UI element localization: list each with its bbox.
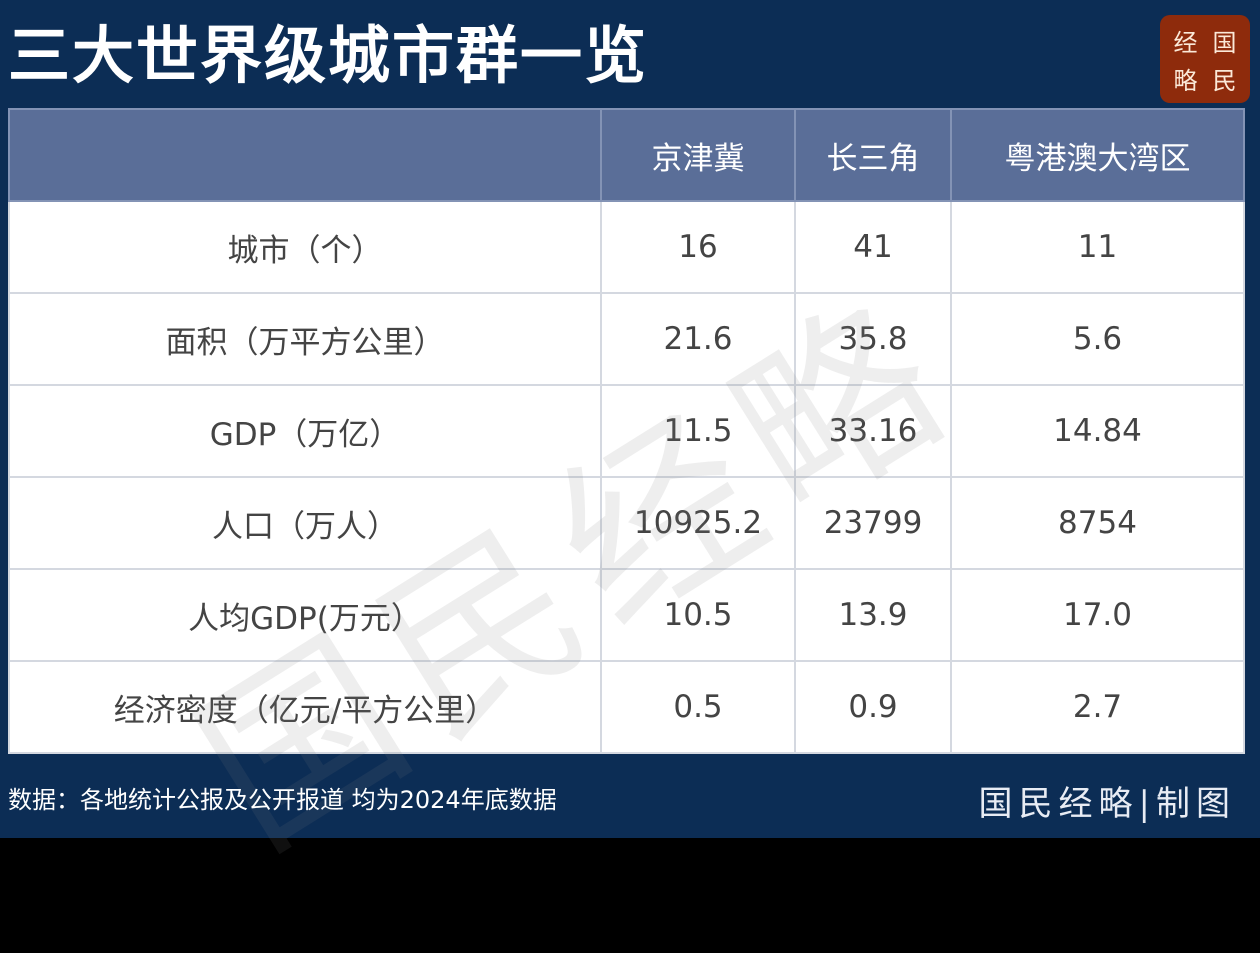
- row-label: GDP（万亿）: [8, 384, 602, 478]
- table-cell: 13.9: [794, 568, 952, 662]
- table-row: 面积（万平方公里） 21.6 35.8 5.6: [8, 292, 1245, 386]
- column-header: 粤港澳大湾区: [950, 108, 1245, 202]
- header-cell-empty: [8, 108, 602, 202]
- table-row: 人口（万人） 10925.2 23799 8754: [8, 476, 1245, 570]
- table-cell: 11.5: [600, 384, 796, 478]
- row-label: 城市（个）: [8, 200, 602, 294]
- column-header: 京津冀: [600, 108, 796, 202]
- table-cell: 21.6: [600, 292, 796, 386]
- table-row: 城市（个） 16 41 11: [8, 200, 1245, 294]
- table-cell: 0.5: [600, 660, 796, 754]
- row-label: 人均GDP(万元）: [8, 568, 602, 662]
- table-cell: 5.6: [950, 292, 1245, 386]
- credit-label: 国民经略|制图: [978, 784, 1236, 824]
- table-cell: 2.7: [950, 660, 1245, 754]
- table-cell: 10.5: [600, 568, 796, 662]
- table-cell: 33.16: [794, 384, 952, 478]
- table-row: 人均GDP(万元） 10.5 13.9 17.0: [8, 568, 1245, 662]
- table-cell: 14.84: [950, 384, 1245, 478]
- row-label: 人口（万人）: [8, 476, 602, 570]
- table-cell: 41: [794, 200, 952, 294]
- logo-char: 国: [1212, 28, 1237, 57]
- table-cell: 11: [950, 200, 1245, 294]
- table-cell: 23799: [794, 476, 952, 570]
- row-label: 经济密度（亿元/平方公里）: [8, 660, 602, 754]
- table-cell: 16: [600, 200, 796, 294]
- table-cell: 17.0: [950, 568, 1245, 662]
- infographic-panel: 三大世界级城市群一览 经 国 略 民 京津冀 长三角 粤港澳大湾区 城市（个） 16 4…: [0, 0, 1260, 888]
- logo-char: 民: [1212, 66, 1237, 95]
- table-row: 经济密度（亿元/平方公里） 0.5 0.9 2.7: [8, 660, 1245, 754]
- table-cell: 0.9: [794, 660, 952, 754]
- row-label: 面积（万平方公里）: [8, 292, 602, 386]
- brand-logo: 经 国 略 民: [1160, 15, 1250, 103]
- table-row: GDP（万亿） 11.5 33.16 14.84: [8, 384, 1245, 478]
- logo-char: 经: [1173, 28, 1198, 57]
- table-header-row: 京津冀 长三角 粤港澳大湾区: [8, 108, 1245, 202]
- table-cell: 10925.2: [600, 476, 796, 570]
- comparison-table: 京津冀 长三角 粤港澳大湾区 城市（个） 16 41 11 面积（万平方公里） 21.6 35.…: [8, 108, 1245, 754]
- table-cell: 35.8: [794, 292, 952, 386]
- table-cell: 8754: [950, 476, 1245, 570]
- page-title: 三大世界级城市群一览: [8, 19, 649, 92]
- column-header: 长三角: [794, 108, 952, 202]
- logo-char: 略: [1173, 66, 1198, 95]
- data-source-note: 数据：各地统计公报及公开报道 均为2024年底数据: [8, 786, 557, 814]
